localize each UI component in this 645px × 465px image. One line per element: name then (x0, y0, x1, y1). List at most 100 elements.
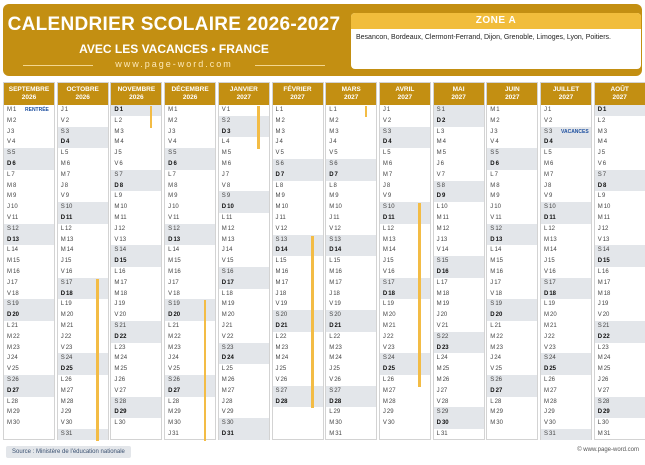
day-letter: M (490, 409, 496, 416)
day-letter: V (490, 139, 495, 146)
day-cell: L26 (58, 375, 108, 386)
day-letter: D (597, 182, 603, 189)
day-number: 22 (226, 333, 234, 340)
day-letter: S (490, 376, 495, 383)
month-header: AVRIL 2027 (379, 83, 430, 105)
day-number: 26 (227, 376, 235, 383)
day-cell: M16 (487, 267, 537, 278)
day-letter: S (275, 312, 280, 319)
day-cell: D8 (594, 180, 645, 192)
day-cell: L15 (273, 256, 323, 267)
day-cell: D6 (165, 158, 216, 170)
day-number: 31 (227, 430, 234, 437)
day-cell: S20 (326, 310, 377, 321)
day-number: 26 (12, 376, 19, 383)
day-letter: V (382, 193, 387, 200)
day-letter: V (275, 376, 280, 383)
day-cell: L28 (4, 397, 54, 408)
day-letter: J (597, 376, 601, 383)
day-cell: S19 (165, 299, 216, 311)
day-letter: D (436, 420, 441, 427)
month-year: 2026 (75, 94, 90, 101)
day-cell: V26 (326, 375, 376, 386)
day-number: 24 (11, 355, 18, 362)
day-letter: L (490, 171, 494, 178)
day-letter: L (275, 258, 279, 265)
footer-site[interactable]: © www.page-word.com (577, 447, 639, 453)
day-cell: M14 (380, 245, 430, 256)
day-cell: M28 (380, 397, 430, 408)
day-letter: S (329, 387, 334, 394)
day-number: 13 (334, 236, 341, 243)
day-cell: D11 (379, 212, 430, 224)
day-cell: M31 (326, 429, 376, 440)
day-cell: L28 (487, 397, 537, 408)
day-letter: L (382, 225, 387, 232)
day-number: 12 (548, 225, 556, 232)
day-number: 20 (602, 312, 610, 319)
day-number: 16 (496, 268, 503, 275)
day-number: 27 (119, 387, 127, 394)
day-cell: D22 (594, 331, 645, 343)
day-letter: M (275, 355, 281, 362)
day-cell: D22 (111, 331, 162, 343)
day-cell: M20 (219, 310, 269, 321)
day-number: 8 (333, 182, 337, 189)
day-letter: V (7, 214, 12, 221)
day-number: 2 (441, 117, 446, 124)
day-number: 23 (496, 344, 503, 351)
day-number: 19 (118, 301, 126, 308)
day-cell: S17 (57, 277, 108, 289)
day-number: 10 (494, 204, 501, 211)
day-cell: M26 (434, 375, 484, 386)
day-letter: J (329, 214, 333, 221)
day-cell: L14 (165, 245, 215, 256)
day-cell: S23 (218, 342, 269, 354)
day-number: 2 (335, 117, 339, 124)
day-number: 30 (549, 420, 556, 427)
day-letter: M (221, 236, 227, 243)
day-cell: M1 (487, 105, 537, 116)
day-number: 28 (172, 398, 180, 405)
day-cell: M24 (595, 353, 645, 364)
day-letter: D (544, 366, 549, 373)
day-number: 25 (549, 366, 557, 373)
day-letter: M (490, 333, 496, 340)
day-cell: S8 (433, 180, 484, 192)
day-number: 25 (388, 366, 395, 373)
day-cell: V9 (380, 191, 430, 202)
day-number: 4 (549, 139, 553, 146)
divider-right (255, 65, 325, 66)
day-cell: S14 (594, 245, 645, 257)
day-number: 23 (602, 344, 609, 351)
day-cell: J19 (111, 299, 161, 310)
day-cell: J12 (595, 224, 645, 235)
day-number: 8 (548, 182, 552, 189)
day-number: 4 (12, 139, 16, 146)
day-letter: J (275, 366, 279, 373)
day-letter: M (382, 236, 388, 243)
site-url[interactable]: www.page-word.com (115, 59, 233, 69)
day-number: 10 (227, 204, 234, 211)
day-number: 12 (65, 225, 72, 232)
day-letter: M (436, 290, 442, 297)
day-letter: L (275, 107, 279, 113)
day-letter: M (490, 268, 496, 275)
day-letter: J (221, 398, 225, 405)
day-cell: D30 (433, 418, 484, 429)
day-letter: D (490, 312, 495, 319)
day-number: 4 (279, 139, 283, 146)
day-cell: M21 (541, 321, 591, 332)
day-letter: V (114, 160, 119, 167)
day-number: 19 (173, 301, 180, 308)
day-number: 1 (226, 107, 231, 113)
day-cell: M13 (58, 235, 108, 246)
day-letter: S (544, 204, 549, 211)
day-number: 2 (496, 117, 500, 124)
day-cell: D25 (379, 364, 430, 375)
day-cell: V14 (434, 245, 484, 256)
day-cell: S2 (218, 115, 269, 127)
day-letter: J (7, 279, 10, 286)
day-number: 27 (66, 387, 74, 394)
day-letter: J (597, 225, 601, 232)
